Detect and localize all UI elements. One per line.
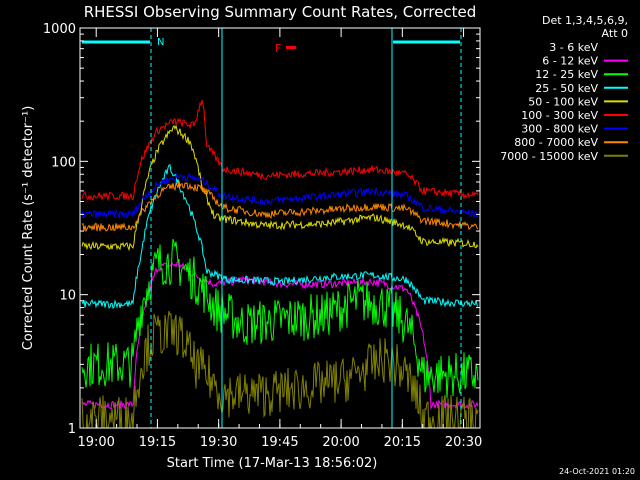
y-axis-label: Corrected Count Rate (s⁻¹ detector⁻¹) [21,106,36,351]
x-tick-label: 19:15 [139,435,176,450]
marker-layer: N F [82,28,462,428]
series-line [81,180,479,233]
plot-area: N F [79,27,481,429]
series-line [81,238,479,399]
legend-entry-label: 3 - 6 keV [549,41,598,54]
legend-entry-label: 100 - 300 keV [521,109,598,122]
x-tick-label: 19:30 [200,435,237,450]
y-tick-label: 100 [51,155,76,170]
series-line [81,310,479,428]
legend-entry-label: 50 - 100 keV [528,95,598,108]
series-line [81,171,479,219]
chart-title: RHESSI Observing Summary Count Rates, Co… [84,3,477,21]
x-tick-label: 20:00 [322,435,359,450]
night-label: N [157,37,164,48]
legend-entry-label: 12 - 25 keV [535,68,598,81]
series-line [81,164,479,310]
x-axis: 19:00 19:15 19:30 19:45 20:00 20:15 20:30 [77,28,482,450]
legend-header-line2: Att 0 [602,27,628,40]
footer-date: 24-Oct-2021 01:20 [559,467,635,476]
x-tick-label: 19:45 [261,435,298,450]
x-tick-label: 20:30 [445,435,482,450]
legend-entry-label: 800 - 7000 keV [514,136,598,149]
legend-entry-label: 6 - 12 keV [542,55,598,68]
flare-bar [286,46,296,49]
flare-label: F [275,42,281,55]
legend-entry-label: 300 - 800 keV [521,123,598,136]
legend-header-line1: Det 1,3,4,5,6,9, [542,14,628,27]
x-tick-label: 19:00 [77,435,114,450]
y-tick-label: 1 [68,422,76,437]
x-axis-label: Start Time (17-Mar-13 18:56:02) [167,456,378,471]
y-axis: 1 10 100 1000 [43,22,480,437]
y-tick-label: 1000 [43,22,76,37]
legend-entry-label: 7000 - 15000 keV [500,150,598,163]
y-tick-label: 10 [59,289,76,304]
legend-entry-label: 25 - 50 keV [535,82,598,95]
x-tick-label: 20:15 [384,435,421,450]
series-layer [81,99,479,428]
series-line [81,123,479,252]
series-line [81,99,479,202]
